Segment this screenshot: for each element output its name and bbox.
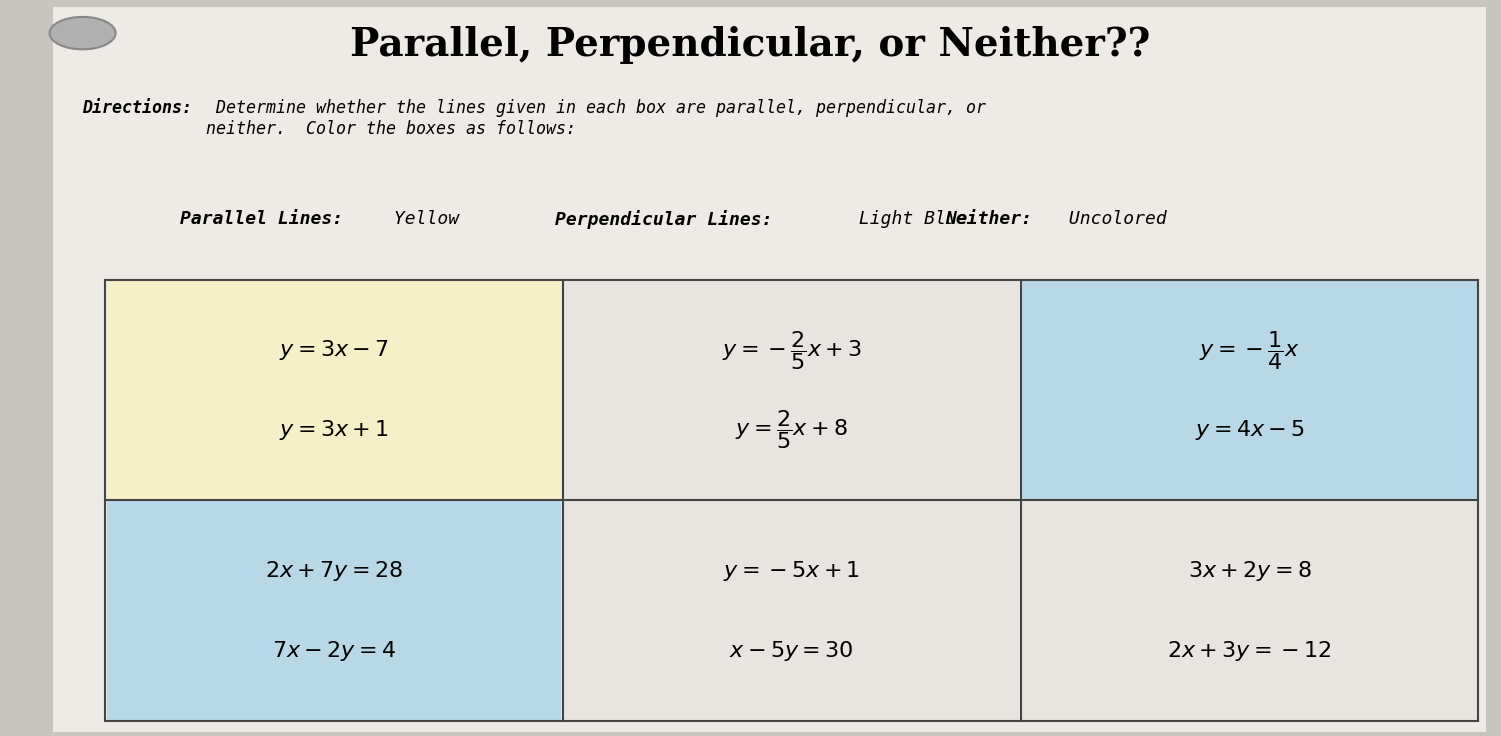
Text: $y = 4x - 5$: $y = 4x - 5$ [1195, 418, 1304, 442]
Text: Parallel, Perpendicular, or Neither??: Parallel, Perpendicular, or Neither?? [350, 26, 1151, 64]
Text: $y = -5x + 1$: $y = -5x + 1$ [723, 559, 860, 583]
Text: Uncolored: Uncolored [1058, 210, 1166, 227]
Circle shape [50, 17, 116, 49]
Text: $2x + 3y = -12$: $2x + 3y = -12$ [1168, 639, 1331, 662]
FancyBboxPatch shape [107, 501, 561, 721]
Text: $y = -\dfrac{2}{5}x + 3$: $y = -\dfrac{2}{5}x + 3$ [722, 329, 862, 372]
Text: Neither:: Neither: [946, 210, 1033, 227]
Text: Light Blue: Light Blue [848, 210, 968, 227]
Text: $7x - 2y = 4$: $7x - 2y = 4$ [272, 639, 396, 662]
FancyBboxPatch shape [564, 280, 1019, 500]
Text: $y = 3x - 7$: $y = 3x - 7$ [279, 339, 389, 362]
FancyBboxPatch shape [1022, 280, 1477, 500]
Text: Perpendicular Lines:: Perpendicular Lines: [555, 210, 773, 229]
Text: $3x + 2y = 8$: $3x + 2y = 8$ [1187, 559, 1312, 583]
Text: $2x + 7y = 28$: $2x + 7y = 28$ [266, 559, 402, 583]
Text: Parallel Lines:: Parallel Lines: [180, 210, 344, 227]
Text: $y = 3x + 1$: $y = 3x + 1$ [279, 418, 389, 442]
FancyBboxPatch shape [564, 501, 1019, 721]
Text: Directions:: Directions: [83, 99, 192, 117]
FancyBboxPatch shape [107, 280, 561, 500]
Text: $y = -\dfrac{1}{4}x$: $y = -\dfrac{1}{4}x$ [1199, 329, 1300, 372]
Text: Determine whether the lines given in each box are parallel, perpendicular, or
ne: Determine whether the lines given in eac… [206, 99, 986, 138]
Text: $x - 5y = 30$: $x - 5y = 30$ [729, 639, 854, 662]
FancyBboxPatch shape [1022, 501, 1477, 721]
FancyBboxPatch shape [53, 7, 1486, 732]
Text: Yellow: Yellow [383, 210, 459, 227]
Text: $y = \dfrac{2}{5}x + 8$: $y = \dfrac{2}{5}x + 8$ [735, 408, 848, 451]
